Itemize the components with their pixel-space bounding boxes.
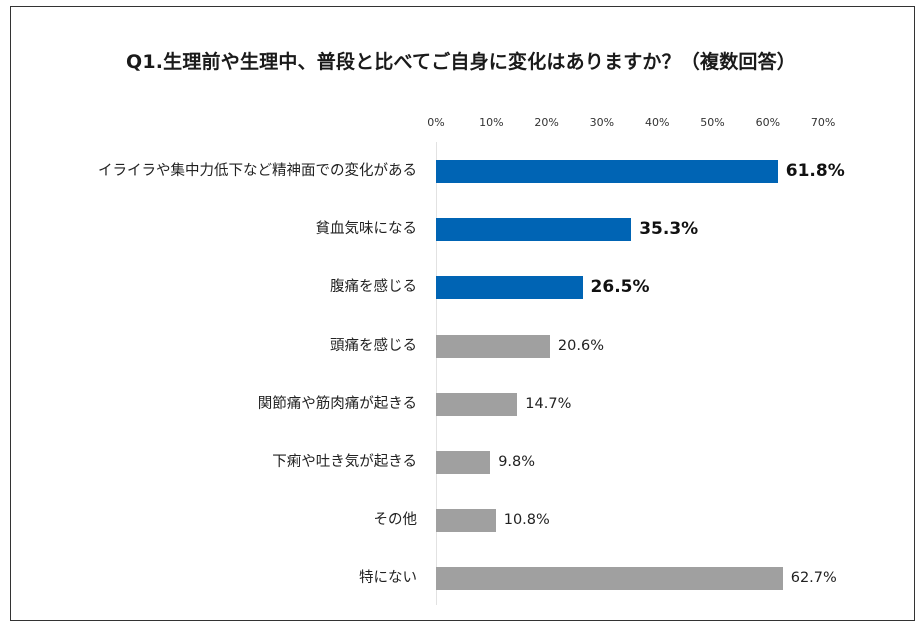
bar xyxy=(436,451,491,474)
x-tick-label: 40% xyxy=(644,116,670,129)
category-label: イライラや集中力低下など精神面での変化がある xyxy=(98,163,417,179)
bar xyxy=(436,509,496,533)
y-axis-line xyxy=(436,142,437,605)
category-label: 特にない xyxy=(359,570,417,587)
bar xyxy=(436,567,783,591)
value-label: 9.8% xyxy=(498,454,536,470)
category-label: 頭痛を感じる xyxy=(330,337,417,354)
category-label: その他 xyxy=(373,512,418,529)
x-tick-label: 10% xyxy=(479,116,504,129)
x-tick-label: 20% xyxy=(534,116,559,129)
category-label: 腹痛を感じる xyxy=(330,279,417,296)
bar xyxy=(436,160,778,183)
value-label: 62.7% xyxy=(790,570,837,587)
category-label: 貧血気味になる xyxy=(315,221,418,238)
category-label: 関節痛や筋肉痛が起きる xyxy=(257,395,417,412)
x-tick-label: 30% xyxy=(589,116,615,129)
bar xyxy=(436,218,632,242)
value-label: 26.5% xyxy=(590,277,650,298)
x-tick-label: 0% xyxy=(427,116,445,129)
bar xyxy=(436,392,518,416)
bar xyxy=(436,276,583,300)
x-tick-label: 50% xyxy=(700,116,725,129)
chart-title: Q1.生理前や生理中、普段と比べてご自身に変化はありますか？（複数回答） xyxy=(125,51,797,73)
value-label: 61.8% xyxy=(785,161,845,181)
bar xyxy=(436,334,550,358)
value-label: 14.7% xyxy=(525,395,572,412)
value-label: 20.6% xyxy=(557,337,604,354)
value-label: 10.8% xyxy=(503,512,550,529)
category-label: 下痢や吐き気が起きる xyxy=(272,454,417,470)
x-tick-label: 70% xyxy=(810,116,836,129)
value-label: 35.3% xyxy=(639,219,699,240)
x-tick-label: 60% xyxy=(755,116,781,129)
